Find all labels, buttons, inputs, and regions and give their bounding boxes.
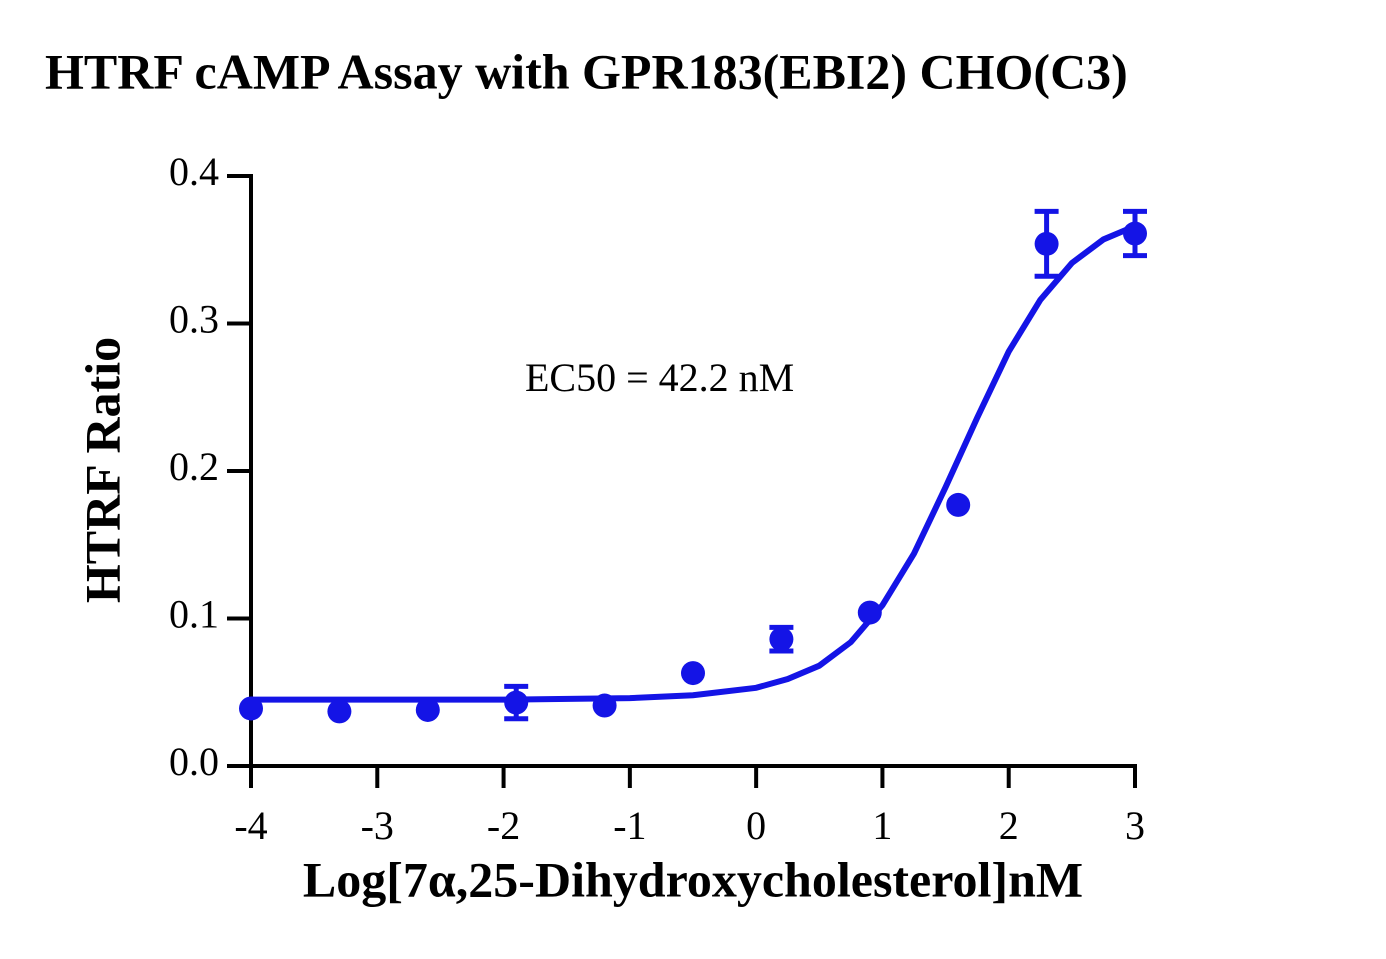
x-tick-label: 2	[999, 803, 1019, 848]
fit-curve	[251, 223, 1137, 703]
x-tick-label: -4	[234, 803, 267, 848]
data-point	[592, 693, 617, 718]
x-tick-label: -1	[613, 803, 646, 848]
x-tick-label: 0	[746, 803, 766, 848]
data-point	[946, 492, 971, 517]
data-point	[415, 697, 440, 722]
x-tick-label: -3	[361, 803, 394, 848]
x-axis-label: Log[7α,25-Dihydroxycholesterol]nM	[303, 851, 1083, 907]
data-point	[504, 690, 529, 715]
y-tick-label: 0.4	[169, 149, 219, 194]
data-point	[1034, 231, 1059, 256]
data-point	[239, 696, 263, 721]
data-point	[857, 600, 882, 625]
y-tick-label: 0.3	[169, 297, 219, 342]
y-axis-label: HTRF Ratio	[74, 337, 130, 603]
y-tick-label: 0.0	[169, 739, 219, 784]
y-tick-label: 0.2	[169, 444, 219, 489]
x-tick-label: 1	[872, 803, 892, 848]
chart-title: HTRF cAMP Assay with GPR183(EBI2) CHO(C3…	[45, 43, 1128, 99]
data-point	[681, 661, 705, 686]
data-point	[1123, 221, 1147, 246]
y-tick-label: 0.1	[169, 592, 219, 637]
annotation: EC50 = 42.2 nM	[525, 355, 794, 400]
data-point	[769, 627, 794, 652]
data-point	[327, 699, 352, 724]
x-tick-label: -2	[487, 803, 520, 848]
x-tick-label: 3	[1125, 803, 1145, 848]
